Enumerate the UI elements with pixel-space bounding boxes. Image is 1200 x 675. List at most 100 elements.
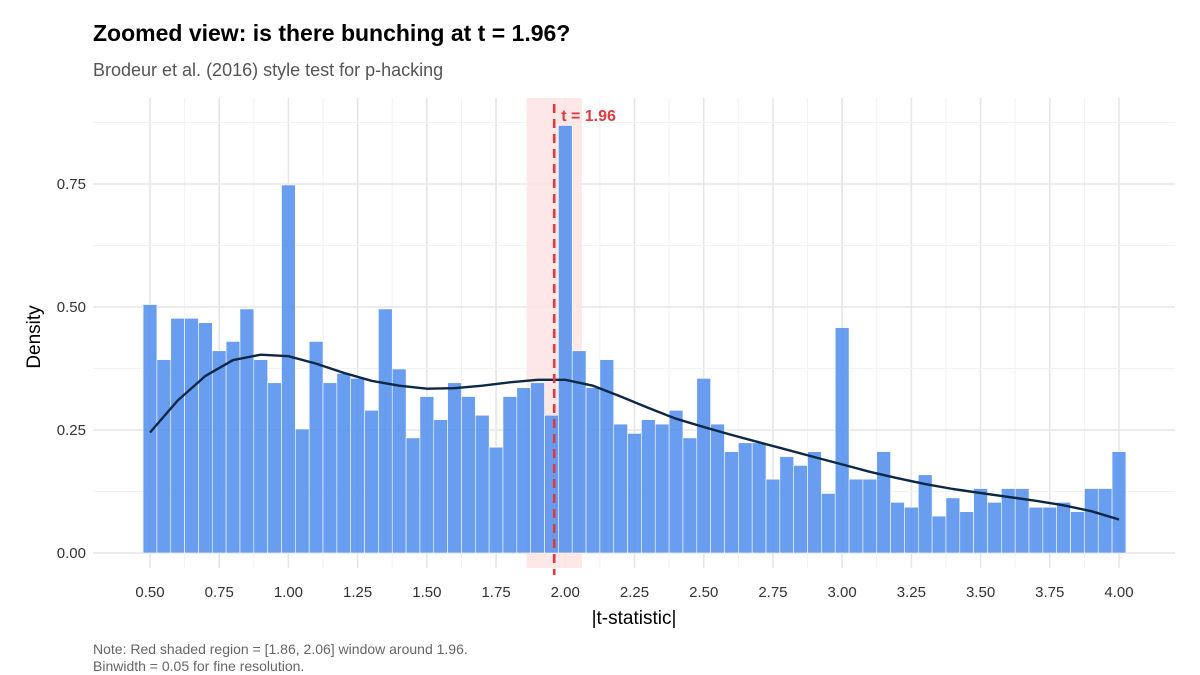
- histogram-bar: [308, 341, 324, 554]
- histogram-bar: [184, 318, 199, 554]
- histogram-bar: [779, 456, 794, 554]
- histogram-bar: [585, 387, 601, 554]
- histogram-bar: [862, 478, 878, 554]
- histogram-bar: [1028, 506, 1044, 554]
- histogram-bar: [696, 378, 711, 554]
- histogram-bar: [475, 414, 490, 554]
- histogram-bar: [267, 382, 282, 554]
- histogram-bar: [710, 423, 725, 554]
- histogram-bar: [1042, 506, 1058, 554]
- histogram-bar: [225, 341, 241, 554]
- histogram-bar: [419, 396, 435, 554]
- histogram-bar: [904, 506, 919, 554]
- histogram-bar: [378, 308, 393, 554]
- histogram-bar: [793, 465, 808, 554]
- histogram-bar: [544, 414, 559, 554]
- histogram-bar: [461, 396, 476, 554]
- histogram-bar: [834, 327, 850, 554]
- histogram-bar: [682, 437, 698, 554]
- histogram-bar: [668, 410, 684, 554]
- histogram-bar: [1056, 502, 1071, 554]
- x-tick-label: 1.50: [412, 584, 441, 601]
- x-tick-label: 0.75: [205, 584, 234, 601]
- chart-note: Note: Red shaded region = [1.86, 2.06] w…: [93, 641, 468, 675]
- histogram-bar: [890, 502, 905, 554]
- x-tick-labels: 0.50 0.75 1.00 1.25 1.50 1.75 2.00 2.25 2.50 2.75…: [135, 584, 1133, 601]
- histogram-bar: [447, 382, 462, 554]
- histogram-bar: [876, 451, 891, 554]
- histogram-bar: [488, 446, 504, 554]
- y-tick-label: 0.50: [57, 299, 86, 316]
- histogram-bar: [738, 442, 753, 554]
- histogram-bar: [170, 318, 185, 554]
- x-axis-title: |t-statistic|: [592, 608, 677, 629]
- histogram-bar: [1111, 451, 1127, 554]
- x-tick-label: 2.50: [689, 584, 718, 601]
- histogram-bar: [295, 428, 310, 554]
- y-tick-labels: 0.00 0.25 0.50 0.75: [57, 176, 86, 562]
- chart-subtitle: Brodeur et al. (2016) style test for p-h…: [93, 60, 444, 80]
- x-tick-label: 2.00: [551, 584, 580, 601]
- histogram-bar: [917, 474, 933, 554]
- histogram-bar: [142, 304, 158, 554]
- histogram-bar: [751, 442, 767, 554]
- histogram-bars: [142, 125, 1127, 554]
- histogram-bar: [239, 308, 255, 554]
- histogram-bar: [253, 359, 268, 554]
- density-curve: [149, 353, 1120, 521]
- x-tick-label: 3.75: [1035, 584, 1064, 601]
- x-tick-label: 1.25: [343, 584, 372, 601]
- histogram-bar: [198, 322, 213, 554]
- histogram-bar: [502, 396, 518, 554]
- x-tick-label: 2.75: [758, 584, 787, 601]
- histogram-bar: [724, 451, 739, 554]
- histogram-bar: [364, 410, 379, 554]
- histogram-bar: [336, 373, 352, 554]
- x-tick-label: 3.50: [966, 584, 995, 601]
- histogram-bar: [1070, 511, 1085, 554]
- chart-title: Zoomed view: is there bunching at t = 1.…: [93, 20, 571, 46]
- histogram-bar: [405, 437, 421, 554]
- histogram-bar: [558, 125, 573, 554]
- histogram-bar: [654, 423, 670, 554]
- x-tick-label: 4.00: [1104, 584, 1133, 601]
- x-tick-label: 1.00: [274, 584, 303, 601]
- y-tick-label: 0.00: [57, 545, 86, 562]
- histogram-bar: [627, 433, 642, 554]
- density-curve-layer: [149, 353, 1120, 521]
- histogram-bar: [931, 515, 947, 554]
- histogram-bar: [516, 387, 531, 554]
- histogram-bar: [211, 350, 227, 554]
- histogram-bar: [821, 493, 836, 554]
- histogram-bar: [433, 419, 448, 554]
- x-tick-label: 2.25: [620, 584, 649, 601]
- histogram-bar: [530, 382, 545, 554]
- histogram-bar: [765, 478, 781, 554]
- histogram-bar: [1084, 488, 1099, 554]
- note-line-1: Note: Red shaded region = [1.86, 2.06] w…: [93, 641, 468, 657]
- histogram-bar: [848, 478, 864, 554]
- reference-line-layer: t = 1.96: [552, 104, 616, 575]
- x-tick-label: 3.25: [897, 584, 926, 601]
- histogram-bar: [1097, 488, 1113, 554]
- histogram-bar: [987, 502, 1002, 554]
- histogram-bar: [613, 423, 628, 554]
- histogram-bar: [973, 488, 988, 554]
- histogram-bar: [641, 419, 656, 554]
- histogram-bar: [807, 451, 822, 554]
- histogram-bar: [945, 497, 961, 554]
- reference-line-label: t = 1.96: [561, 108, 616, 125]
- histogram-bar: [350, 378, 365, 554]
- y-axis-title: Density: [24, 305, 45, 369]
- histogram-bar: [959, 511, 974, 554]
- note-line-2: Binwidth = 0.05 for fine resolution.: [93, 658, 305, 674]
- y-tick-label: 0.75: [57, 176, 86, 193]
- y-tick-label: 0.25: [57, 422, 86, 439]
- histogram-bar: [281, 184, 296, 554]
- histogram-bar: [322, 382, 338, 554]
- histogram-bar: [391, 368, 407, 554]
- x-tick-label: 1.75: [481, 584, 510, 601]
- histogram-bar: [156, 359, 172, 554]
- x-tick-label: 0.50: [135, 584, 164, 601]
